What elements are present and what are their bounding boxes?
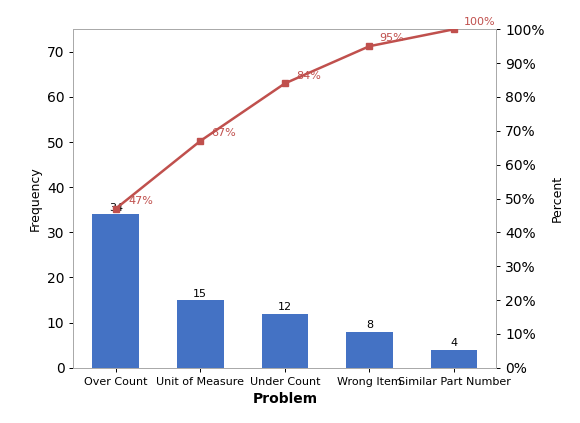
Bar [346,332,393,368]
X-axis label: Problem: Problem [252,393,317,407]
Text: 100%: 100% [464,16,496,27]
Bar [431,350,477,368]
Text: 4: 4 [451,338,458,349]
Text: 67%: 67% [211,128,236,138]
Text: 8: 8 [366,320,373,330]
Text: 47%: 47% [128,196,153,206]
Text: 15: 15 [193,289,207,299]
Text: 34: 34 [108,203,123,213]
Bar [262,313,308,368]
Bar [92,214,139,368]
Y-axis label: Frequency: Frequency [28,166,41,231]
Y-axis label: Percent: Percent [550,175,563,222]
Bar [177,300,223,368]
Text: 95%: 95% [379,33,404,44]
Text: 84%: 84% [296,71,321,81]
Text: 12: 12 [278,302,292,312]
